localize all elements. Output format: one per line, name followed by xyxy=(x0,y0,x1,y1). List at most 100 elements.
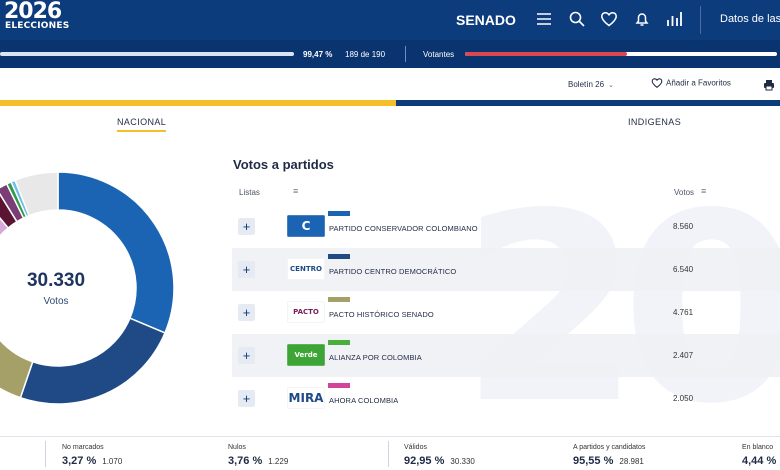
col-header-lists: Listas xyxy=(239,188,260,197)
logo-year: 2026 xyxy=(4,0,62,24)
party-logo: MIRA xyxy=(287,387,325,409)
party-logo-text: CENTRO xyxy=(290,265,322,273)
accent-bar-yellow xyxy=(0,100,396,106)
donut-segment[interactable] xyxy=(0,199,10,257)
party-logo-text: C xyxy=(301,219,311,233)
party-row[interactable]: + PACTO PACTO HISTÓRICO SENADO 4.761 xyxy=(232,291,780,334)
party-logo-text: PACTO xyxy=(293,308,319,316)
strip-divider xyxy=(405,46,406,62)
footer-en-blanco: En blanco 4,44 % xyxy=(742,444,776,469)
footer-count: 28.981 xyxy=(619,457,644,466)
party-logo: CENTRO xyxy=(287,258,325,280)
party-logo: Verde xyxy=(287,344,325,366)
party-votes: 8.560 xyxy=(673,222,694,231)
footer-partidos: A partidos y candidatos 95,55 % 28.981 xyxy=(573,444,645,469)
donut-segment[interactable] xyxy=(0,299,34,399)
party-votes: 6.540 xyxy=(673,265,694,274)
footer-label: No marcados xyxy=(62,444,104,451)
footer-no-marcados: No marcados 3,27 % 1.070 xyxy=(62,444,122,469)
menu-icon[interactable] xyxy=(535,10,553,28)
boletin-label: Boletín 26 xyxy=(568,80,605,89)
sort-icon[interactable]: ≡ xyxy=(293,186,299,196)
party-votes: 2.050 xyxy=(673,394,694,403)
footer-percent: 4,44 % xyxy=(742,455,777,467)
footer-percent: 92,95 % xyxy=(404,455,445,467)
donut-total: 30.330 xyxy=(26,270,86,291)
expand-plus-icon[interactable]: + xyxy=(238,347,255,364)
chevron-down-icon: ⌄ xyxy=(608,82,614,89)
donut-segment[interactable] xyxy=(14,171,59,217)
heart-outline-icon xyxy=(651,78,663,89)
search-icon[interactable] xyxy=(568,10,586,28)
footer-validos: Válidos 92,95 % 30.330 xyxy=(404,444,475,469)
col-header-votes: Votos xyxy=(674,188,695,197)
party-color-tag xyxy=(328,211,350,216)
add-favorites-button[interactable]: Añadir a Favoritos xyxy=(651,77,731,89)
elecciones-logo[interactable]: 2026 ELECCIONES xyxy=(4,0,76,37)
expand-plus-icon[interactable]: + xyxy=(238,304,255,321)
party-logo-text: Verde xyxy=(294,351,318,359)
party-name: AHORA COLOMBIA xyxy=(329,396,399,405)
bell-icon[interactable] xyxy=(633,10,651,28)
accent-bar-blue xyxy=(396,100,780,106)
party-color-tag xyxy=(328,383,350,388)
donut-segment[interactable] xyxy=(19,317,166,405)
data-link[interactable]: Datos de las 2 xyxy=(720,13,780,25)
footer-label: Válidos xyxy=(404,444,427,451)
footer-label: A partidos y candidatos xyxy=(573,444,646,451)
bar-chart-icon[interactable] xyxy=(665,10,683,28)
footer-percent: 3,76 % xyxy=(228,455,263,467)
votes-donut-chart xyxy=(0,171,175,405)
party-color-tag xyxy=(328,254,350,259)
party-logo: C xyxy=(287,215,325,237)
donut-segment[interactable] xyxy=(57,171,175,334)
print-icon[interactable] xyxy=(763,78,775,91)
footer-percent: 3,27 % xyxy=(62,455,97,467)
boletin-selector[interactable]: Boletín 26 ⌄ xyxy=(568,80,614,89)
party-color-tag xyxy=(328,340,350,345)
add-favorites-label: Añadir a Favoritos xyxy=(666,78,731,88)
totals-footer: No marcados 3,27 % 1.070 Nulos 3,76 % 1.22… xyxy=(0,436,780,470)
logo-subtitle: ELECCIONES xyxy=(5,21,70,31)
corporation-title: SENADO xyxy=(456,12,516,28)
sort-icon[interactable]: ≡ xyxy=(701,186,707,196)
party-name: ALIANZA POR COLOMBIA xyxy=(329,353,422,362)
tab-nacional[interactable]: NACIONAL xyxy=(117,117,167,132)
footer-count: 1.070 xyxy=(102,457,123,466)
mesas-count: 189 de 190 xyxy=(345,50,386,59)
footer-label: En blanco xyxy=(742,444,774,451)
party-row[interactable]: + C PARTIDO CONSERVADOR COLOMBIANO 8.560 xyxy=(232,205,780,248)
votantes-progress-bar xyxy=(465,52,777,56)
party-row[interactable]: + Verde ALIANZA POR COLOMBIA 2.407 xyxy=(232,334,780,377)
year-watermark: 2026 xyxy=(460,159,780,461)
footer-percent: 95,55 % xyxy=(573,455,614,467)
party-row[interactable]: + MIRA AHORA COLOMBIA 2.050 xyxy=(232,377,780,420)
party-name: PARTIDO CENTRO DEMOCRÁTICO xyxy=(329,267,457,276)
footer-nulos: Nulos 3,76 % 1.229 xyxy=(228,444,288,469)
footer-label: Nulos xyxy=(228,444,246,451)
footer-count: 1.229 xyxy=(268,457,289,466)
party-name: PARTIDO CONSERVADOR COLOMBIANO xyxy=(329,224,478,233)
nav-divider xyxy=(700,6,701,34)
mesas-progress-bar xyxy=(0,52,294,56)
party-logo-text: MIRA xyxy=(288,391,324,405)
party-name: PACTO HISTÓRICO SENADO xyxy=(329,310,434,319)
footer-count: 30.330 xyxy=(450,457,475,466)
donut-label: Votos xyxy=(43,296,69,307)
heart-icon[interactable] xyxy=(600,10,618,28)
subheader: Boletín 26 ⌄ Añadir a Favoritos xyxy=(0,68,780,100)
expand-plus-icon[interactable]: + xyxy=(238,261,255,278)
party-votes: 2.407 xyxy=(673,351,694,360)
expand-plus-icon[interactable]: + xyxy=(238,390,255,407)
footer-divider xyxy=(388,441,389,467)
party-logo: PACTO xyxy=(287,301,325,323)
footer-divider xyxy=(45,441,46,467)
party-color-tag xyxy=(328,297,350,302)
expand-plus-icon[interactable]: + xyxy=(238,218,255,235)
party-row[interactable]: + CENTRO PARTIDO CENTRO DEMOCRÁTICO 6.540 xyxy=(232,248,780,291)
votantes-progress-fill xyxy=(465,52,628,56)
section-title: Votos a partidos xyxy=(233,157,334,172)
tab-indigenas[interactable]: INDIGENAS xyxy=(628,117,682,127)
party-votes: 4.761 xyxy=(673,308,694,317)
